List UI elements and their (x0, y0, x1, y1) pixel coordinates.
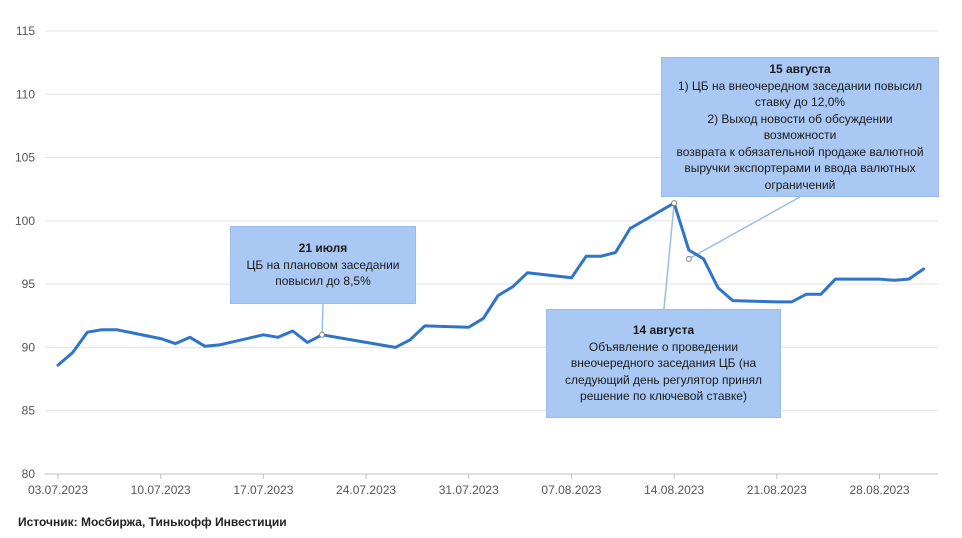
annotation-marker (671, 200, 678, 207)
callout-aug-14-line: следующий день регулятор принял (565, 372, 762, 387)
callout-aug-14-line: внеочередного заседания ЦБ (на (570, 356, 757, 371)
callout-july-21-title: 21 июля (298, 241, 348, 256)
series-line (56, 201, 925, 367)
callout-aug-14-title: 14 августа (632, 323, 695, 338)
callout-aug-14-line: решение по ключевой ставке) (580, 389, 747, 404)
y-axis-ticks: 80 85 90 95 100 105 110 115 (15, 24, 35, 481)
callout-leader-line (688, 196, 801, 260)
callout-aug-15-line: ограничений (764, 177, 836, 192)
annotation-marker (685, 255, 692, 262)
gridlines (45, 30, 938, 412)
callout-aug-15-line: ставку до 12,0% (754, 95, 846, 109)
y-tick-label: 105 (15, 151, 35, 165)
source-note: Источник: Мосбиржа, Тинькофф Инвестиции (18, 515, 287, 529)
y-tick-label: 85 (22, 404, 36, 418)
annotation-marker (319, 331, 326, 338)
y-tick-label: 80 (22, 467, 36, 481)
callout-july-21-line: повысил до 8,5% (275, 274, 371, 289)
x-tick-label: 07.08.2023 (541, 483, 601, 497)
callout-aug-15-title: 15 августа (769, 62, 831, 76)
callout-aug-15-line: 1) ЦБ на внеочередном заседании повысил (677, 78, 923, 93)
callout-aug-14: 14 августа Объявление о проведении внеоч… (546, 309, 781, 418)
x-tick-label: 31.07.2023 (439, 483, 499, 497)
annotation-markers (319, 200, 692, 338)
callout-leader-line (321, 303, 324, 335)
x-tick-label: 03.07.2023 (28, 483, 88, 497)
callout-leaders (321, 196, 801, 335)
callout-aug-15-line: выручки экспортерами и ввода валютных (684, 161, 916, 175)
x-tick-label: 21.08.2023 (747, 483, 807, 497)
y-tick-label: 115 (16, 24, 35, 38)
callout-july-21-line: ЦБ на плановом заседании (246, 257, 400, 272)
callout-aug-15: 15 августа 1) ЦБ на внеочередном заседан… (661, 57, 939, 197)
callout-july-21: 21 июля ЦБ на плановом заседании повысил… (230, 226, 416, 304)
callout-aug-15-line: возврата к обязательной продаже валютной (676, 144, 924, 159)
callout-aug-15-line: 2) Выход новости об обсуждении возможнос… (707, 111, 893, 143)
y-tick-label: 95 (22, 277, 36, 291)
y-tick-label: 90 (22, 340, 36, 354)
x-axis-ticks: 03.07.2023 10.07.2023 17.07.2023 24.07.2023… (28, 474, 910, 497)
x-tick-label: 24.07.2023 (336, 483, 396, 497)
x-tick-label: 28.08.2023 (849, 483, 909, 497)
callout-aug-14-line: Объявление о проведении (588, 339, 739, 354)
y-tick-label: 110 (16, 87, 35, 101)
x-tick-label: 10.07.2023 (131, 483, 191, 497)
y-tick-label: 100 (15, 214, 35, 228)
x-tick-label: 17.07.2023 (233, 483, 293, 497)
callout-leader-line (663, 203, 675, 310)
x-tick-label: 14.08.2023 (644, 483, 704, 497)
